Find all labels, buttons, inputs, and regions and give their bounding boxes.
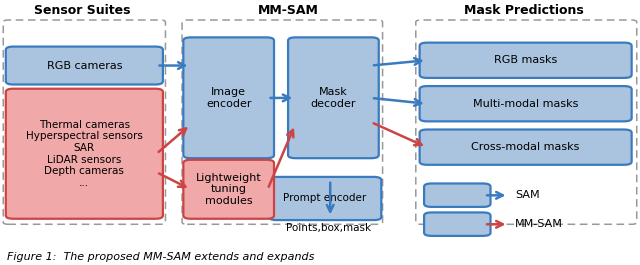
FancyBboxPatch shape [420, 130, 632, 165]
Text: SAM: SAM [515, 190, 540, 200]
Text: RGB cameras: RGB cameras [47, 60, 122, 70]
FancyBboxPatch shape [424, 183, 490, 207]
Text: RGB masks: RGB masks [494, 55, 557, 65]
Text: Cross-modal masks: Cross-modal masks [472, 142, 580, 152]
Text: Multi-modal masks: Multi-modal masks [473, 99, 579, 109]
Text: Prompt encoder: Prompt encoder [284, 193, 367, 204]
FancyBboxPatch shape [424, 213, 490, 236]
FancyBboxPatch shape [420, 43, 632, 78]
FancyBboxPatch shape [288, 37, 379, 158]
FancyBboxPatch shape [420, 86, 632, 121]
Text: Sensor Suites: Sensor Suites [34, 4, 131, 17]
Text: Mask
decoder: Mask decoder [310, 87, 356, 109]
FancyBboxPatch shape [183, 160, 274, 219]
FancyBboxPatch shape [6, 89, 163, 219]
Text: MM-SAM: MM-SAM [515, 219, 563, 229]
FancyBboxPatch shape [269, 177, 381, 220]
Text: MM-SAM: MM-SAM [258, 4, 319, 17]
FancyBboxPatch shape [183, 37, 274, 158]
Text: Figure 1:  The proposed MM-SAM extends and expands: Figure 1: The proposed MM-SAM extends an… [7, 252, 314, 262]
FancyBboxPatch shape [6, 47, 163, 85]
Text: Thermal cameras
Hyperspectral sensors
SAR
LiDAR sensors
Depth cameras
...: Thermal cameras Hyperspectral sensors SA… [26, 120, 143, 188]
Text: Points,box,mask: Points,box,mask [285, 223, 371, 233]
Text: Lightweight
tuning
modules: Lightweight tuning modules [196, 173, 262, 206]
Text: Image
encoder: Image encoder [206, 87, 252, 109]
Text: Mask Predictions: Mask Predictions [465, 4, 584, 17]
